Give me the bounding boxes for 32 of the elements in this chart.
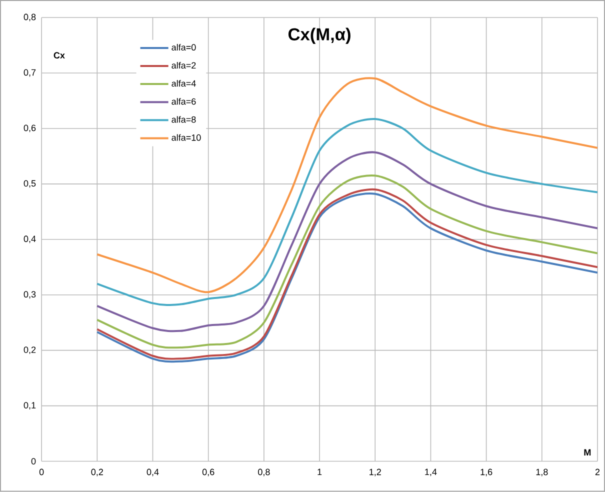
y-axis-title: Cx bbox=[54, 52, 65, 59]
x-tick-label: 1,6 bbox=[480, 468, 492, 476]
x-tick-label: 0,6 bbox=[202, 468, 214, 476]
legend-label: alfa=8 bbox=[172, 116, 196, 123]
y-tick-label: 0,5 bbox=[24, 180, 36, 188]
x-tick-label: 0 bbox=[39, 468, 44, 476]
x-axis-title: M bbox=[584, 449, 591, 456]
line-series bbox=[96, 118, 598, 306]
legend-label: alfa=10 bbox=[172, 134, 201, 141]
text: Cx(M,α) bbox=[288, 28, 350, 44]
y-tick-label: 0,8 bbox=[24, 14, 36, 22]
y-tick-label: 0,6 bbox=[24, 124, 36, 132]
y-tick-label: 0,1 bbox=[24, 402, 36, 410]
y-tick-label: 0,3 bbox=[24, 291, 36, 299]
x-tick-label: 1,4 bbox=[425, 468, 437, 476]
y-tick-label: 0,7 bbox=[24, 69, 36, 77]
x-tick-label: 1,2 bbox=[370, 468, 381, 476]
y-tick-label: 0,4 bbox=[24, 236, 36, 244]
x-tick-label: 0,4 bbox=[146, 468, 159, 476]
line-series bbox=[96, 77, 598, 294]
legend-label: alfa=6 bbox=[172, 98, 196, 105]
x-tick-label: 0,8 bbox=[258, 468, 270, 476]
line-series bbox=[96, 151, 598, 332]
y-tick-label: 0 bbox=[31, 458, 36, 465]
legend-label: alfa=0 bbox=[172, 44, 196, 51]
legend-label: alfa=2 bbox=[172, 62, 196, 69]
y-tick-label: 0,2 bbox=[24, 346, 36, 354]
x-tick-label: 0,2 bbox=[91, 468, 103, 476]
legend-label: alfa=4 bbox=[172, 80, 196, 87]
x-tick-label: 1 bbox=[318, 468, 322, 476]
x-tick-label: 1,8 bbox=[536, 468, 548, 476]
x-tick-label: 2 bbox=[595, 468, 600, 476]
